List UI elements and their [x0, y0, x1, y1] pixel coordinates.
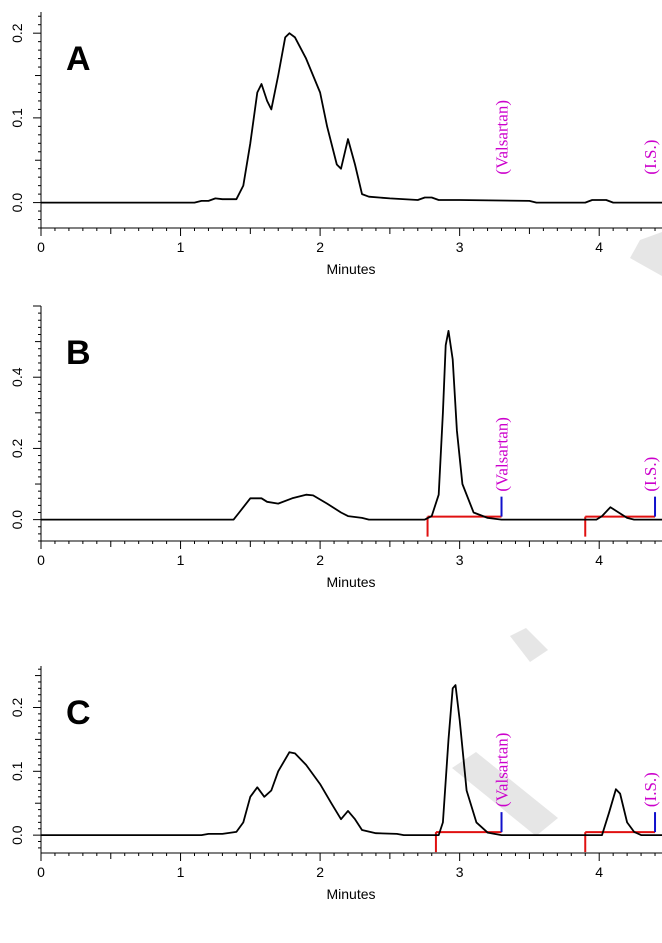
- panel-label: B: [66, 334, 91, 372]
- watermark: [452, 232, 662, 836]
- x-tick-label: 0: [37, 864, 45, 880]
- chart-panel-a: 0 1 2 3 4 0.0 0.1 0.2 Minutes A (Valsartan) (I.S.): [9, 12, 662, 277]
- x-axis-title: Minutes: [326, 261, 375, 277]
- panel-label: A: [66, 40, 91, 78]
- chart-panel-c: 0 1 2 3 4 0.0 0.1 0.2 Minutes C (Valsartan) (I.S.): [9, 666, 662, 902]
- peak-annotation: (Valsartan): [493, 417, 512, 492]
- chromatogram-trace: [41, 32, 662, 204]
- y-tick-label: 0.4: [9, 367, 25, 387]
- y-tick-label: 0.0: [9, 825, 25, 845]
- x-tick-label: 4: [595, 864, 603, 880]
- peak-annotation: (I.S.): [641, 772, 660, 807]
- y-tick-label: 0.2: [9, 438, 25, 458]
- chart-panel-b: 0 1 2 3 4 0.0 0.2 0.4 Minutes B (Valsartan) (I.S.): [9, 305, 662, 590]
- x-tick-label: 0: [37, 239, 45, 255]
- chromatogram-trace: [41, 684, 662, 836]
- x-tick-label: 2: [316, 552, 324, 568]
- x-tick-label: 4: [595, 239, 603, 255]
- y-tick-label: 0.1: [9, 761, 25, 781]
- chromatogram-trace: [41, 330, 662, 521]
- x-tick-label: 3: [456, 552, 464, 568]
- peak-annotation: (Valsartan): [493, 100, 512, 175]
- y-tick-label: 0.2: [9, 698, 25, 718]
- x-tick-label: 3: [456, 864, 464, 880]
- panel-label: C: [66, 694, 91, 732]
- peak-annotation: (I.S.): [641, 457, 660, 492]
- x-tick-label: 1: [177, 239, 185, 255]
- x-axis-title: Minutes: [326, 886, 375, 902]
- y-tick-label: 0.0: [9, 510, 25, 530]
- y-tick-label: 0.1: [9, 108, 25, 128]
- x-tick-label: 3: [456, 239, 464, 255]
- x-tick-label: 2: [316, 864, 324, 880]
- x-tick-label: 2: [316, 239, 324, 255]
- x-axis-title: Minutes: [326, 574, 375, 590]
- peak-annotation: (I.S.): [641, 140, 660, 175]
- y-tick-label: 0.2: [9, 23, 25, 43]
- peak-annotation: (Valsartan): [493, 733, 512, 808]
- y-tick-label: 0.0: [9, 193, 25, 213]
- x-tick-label: 4: [595, 552, 603, 568]
- x-tick-label: 1: [177, 864, 185, 880]
- x-tick-label: 0: [37, 552, 45, 568]
- x-tick-label: 1: [177, 552, 185, 568]
